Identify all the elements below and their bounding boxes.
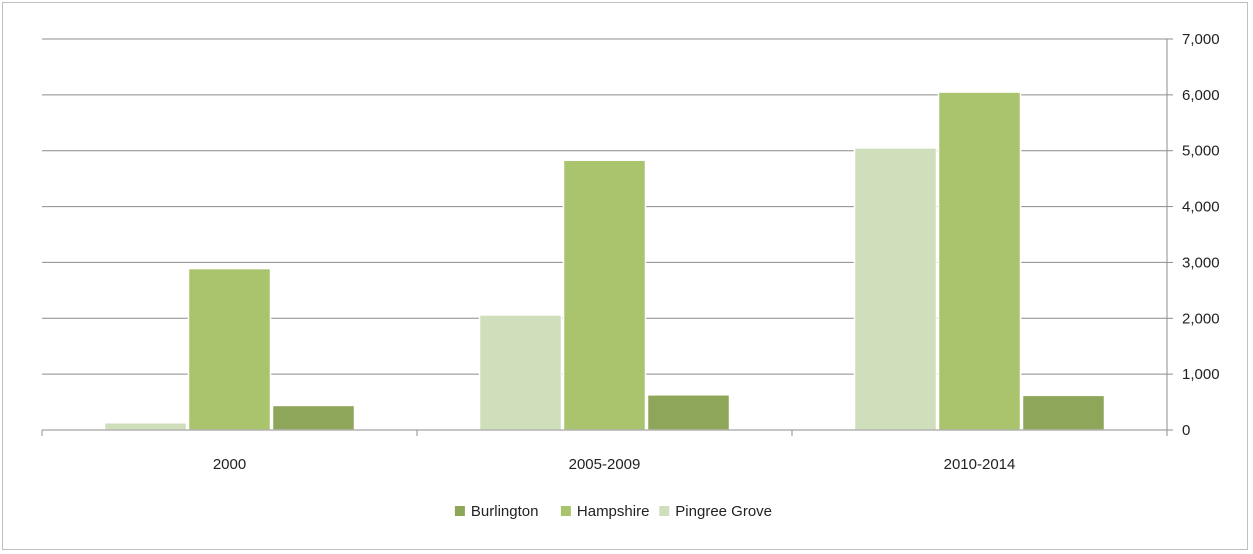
bar-pingree-grove [478, 314, 563, 431]
bar-pingree-grove [103, 421, 188, 431]
bar-hampshire [187, 267, 272, 431]
legend-label: Pingree Grove [675, 503, 772, 520]
legend-swatch [560, 506, 571, 516]
bar-hampshire [562, 159, 647, 431]
y-tick-label: 1,000 [1182, 366, 1220, 383]
bar-burlington [271, 404, 356, 431]
bar-hampshire [937, 91, 1022, 431]
legend-swatch [454, 506, 465, 516]
x-tick-label: 2005-2009 [569, 456, 641, 473]
y-tick-label: 7,000 [1182, 31, 1220, 48]
y-tick-label: 6,000 [1182, 87, 1220, 104]
y-tick-label: 4,000 [1182, 199, 1220, 216]
x-tick-label: 2010-2014 [944, 456, 1016, 473]
bar-burlington [1021, 394, 1106, 431]
y-tick-label: 2,000 [1182, 310, 1220, 327]
x-tick-label: 2000 [213, 456, 246, 473]
y-tick-label: 0 [1182, 422, 1190, 439]
bar-burlington [646, 394, 731, 431]
y-tick-label: 3,000 [1182, 254, 1220, 271]
legend-label: Burlington [471, 503, 539, 520]
bar-pingree-grove [853, 147, 938, 431]
y-tick-label: 5,000 [1182, 143, 1220, 160]
legend-swatch [659, 506, 670, 516]
legend-label: Hampshire [577, 503, 650, 520]
